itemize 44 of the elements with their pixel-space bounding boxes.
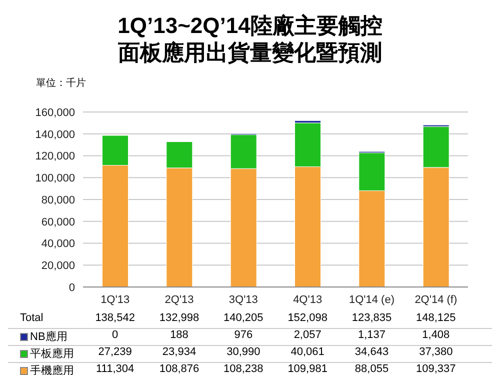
- x-tick-label: 1Q'14 (e): [348, 294, 395, 306]
- data-label: 34,643: [354, 346, 390, 358]
- y-tick-label: 140,000: [35, 128, 75, 141]
- total-label: 148,125: [415, 312, 457, 324]
- data-label: 109,981: [286, 363, 328, 375]
- data-label: 0: [111, 329, 120, 341]
- data-label: 23,934: [161, 346, 198, 358]
- data-label: 108,238: [222, 363, 264, 375]
- total-label: 152,098: [286, 312, 328, 324]
- y-tick-label: 120,000: [35, 150, 75, 163]
- x-tick-label: 1Q'13: [100, 294, 130, 306]
- x-tick-label: 4Q'13: [293, 294, 322, 306]
- y-tick-label: 40,000: [41, 238, 75, 250]
- total-label: 140,205: [222, 312, 264, 324]
- data-label: 88,055: [354, 363, 390, 375]
- y-tick-label: 100,000: [35, 172, 75, 185]
- data-label: 1,137: [356, 329, 387, 341]
- data-label: 109,337: [415, 363, 457, 375]
- data-label: 1,408: [421, 329, 451, 341]
- total-label: 123,835: [350, 312, 393, 324]
- data-label: 27,239: [97, 346, 133, 358]
- y-tick-label: 80,000: [41, 194, 75, 206]
- total-label: 132,998: [158, 312, 200, 324]
- y-tick-label: 60,000: [41, 216, 75, 228]
- y-tick-label: 20,000: [41, 260, 75, 272]
- x-tick-label: 2Q'13: [164, 294, 194, 306]
- text: Total: [20, 312, 44, 324]
- legend-label: NB應用: [29, 330, 68, 344]
- y-axis-title: 單位：千片: [36, 76, 86, 90]
- data-label: 111,304: [95, 363, 136, 375]
- legend-label: 平板應用: [29, 346, 74, 361]
- x-tick-label: 3Q'13: [228, 294, 258, 306]
- data-label: 2,057: [292, 329, 322, 341]
- chart-title: 1Q’13~2Q’14陸廠主要觸控面板應用出貨量變化暨預測: [116, 12, 384, 66]
- data-label: 30,990: [226, 346, 262, 358]
- x-tick-label: 2Q'14 (f): [414, 294, 458, 306]
- total-label: 138,542: [94, 312, 136, 324]
- data-label: 37,380: [418, 346, 454, 358]
- data-label: 108,876: [158, 363, 200, 375]
- y-tick-label: 0: [68, 282, 75, 294]
- data-label: 188: [169, 329, 190, 341]
- data-label: 976: [233, 329, 254, 341]
- y-tick-label: 160,000: [35, 106, 75, 119]
- data-label: 40,061: [290, 346, 326, 358]
